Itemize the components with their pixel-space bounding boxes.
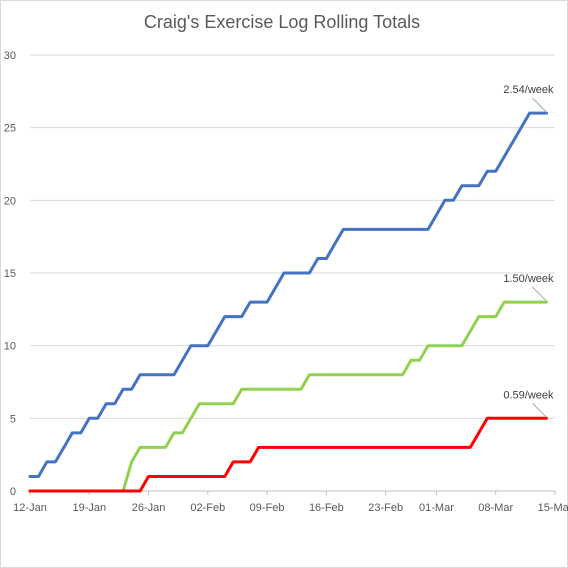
- y-tick-label: 30: [4, 50, 16, 62]
- x-axis-ticks: 12-Jan 19-Jan 26-Jan 02-Feb 09-Feb 16-Feb 23-F…: [13, 491, 568, 514]
- y-tick-label: 10: [4, 341, 16, 353]
- series-line-3: [28, 416, 548, 493]
- x-tick-label: 12-Jan: [13, 502, 47, 514]
- x-tick-label: 02-Feb: [190, 502, 225, 514]
- chart-title: Craig's Exercise Log Rolling Totals: [144, 12, 420, 32]
- annotation-leader: [532, 402, 547, 418]
- series-annotation: 0.59/week: [503, 389, 554, 401]
- y-tick-label: 5: [10, 413, 16, 425]
- y-tick-label: 0: [10, 486, 16, 498]
- x-tick-label: 26-Jan: [132, 502, 166, 514]
- grid: [30, 54, 555, 419]
- x-tick-label: 19-Jan: [72, 502, 106, 514]
- series-annotation: 1.50/week: [503, 273, 554, 285]
- series-line-1: [28, 111, 548, 478]
- annotation-leader: [532, 97, 547, 113]
- y-tick-label: 20: [4, 195, 16, 207]
- y-axis-ticks: 0 5 10 15 20 25 30: [4, 50, 16, 498]
- series-annotation: 2.54/week: [503, 84, 554, 96]
- x-tick-label: 09-Feb: [250, 502, 285, 514]
- y-tick-label: 25: [4, 123, 16, 135]
- series-lines: [28, 111, 548, 493]
- x-tick-label: 23-Feb: [368, 502, 403, 514]
- x-tick-label: 08-Mar: [478, 502, 513, 514]
- y-tick-label: 15: [4, 268, 16, 280]
- x-tick-label: 01-Mar: [419, 502, 454, 514]
- series-line-2: [28, 300, 548, 493]
- annotation-leader: [532, 286, 547, 302]
- annotations: 2.54/week 1.50/week 0.59/week: [503, 84, 554, 418]
- x-tick-label: 16-Feb: [309, 502, 344, 514]
- x-tick-label: 15-Mar: [538, 502, 568, 514]
